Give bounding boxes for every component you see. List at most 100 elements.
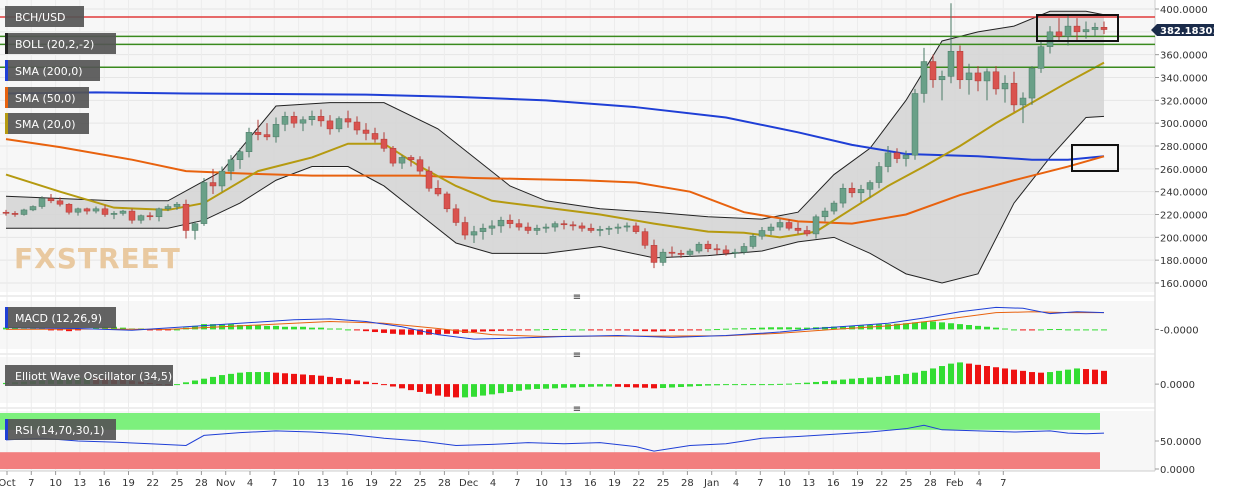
- candle: [1010, 71, 1018, 112]
- macd-histogram-bar: [147, 329, 153, 331]
- macd-histogram-bar: [939, 322, 945, 330]
- x-tick-label: 7: [1000, 478, 1006, 489]
- macd-histogram-bar: [273, 325, 279, 330]
- candle: [983, 68, 991, 101]
- candle: [128, 208, 136, 224]
- bollinger-lower-line: [6, 115, 1105, 284]
- ewo-bar: [759, 384, 765, 386]
- x-tick-label: 28: [924, 478, 937, 489]
- candle: [74, 207, 82, 216]
- current-price-label: 382.18301: [1160, 26, 1220, 37]
- rsi-oversold-zone: [0, 452, 1100, 469]
- x-tick-label: 4: [490, 478, 496, 489]
- candle: [83, 207, 91, 215]
- candle: [875, 161, 883, 189]
- ewo-bar: [291, 373, 297, 385]
- panel-resize-handle[interactable]: ≡: [573, 350, 581, 361]
- ewo-bar: [687, 384, 693, 387]
- macd-histogram-bar: [417, 329, 423, 335]
- candle: [452, 204, 460, 226]
- macd-histogram-bar: [795, 327, 801, 330]
- candle: [623, 222, 631, 232]
- ewo-bar: [651, 384, 657, 389]
- macd-histogram-bar: [1065, 329, 1071, 331]
- candle: [1037, 40, 1045, 73]
- macd-histogram-bar: [930, 321, 936, 330]
- macd-histogram-bar: [399, 329, 405, 335]
- macd-histogram-bar: [1056, 329, 1062, 331]
- legend-ewo[interactable]: Elliott Wave Oscillator (34,5): [5, 365, 173, 386]
- ewo-bar: [957, 362, 963, 385]
- candle: [551, 221, 559, 232]
- ewo-bar: [552, 384, 558, 389]
- macd-histogram-bar: [1020, 329, 1026, 331]
- panel-resize-handle[interactable]: ≡: [573, 404, 581, 415]
- macd-histogram-bar: [984, 326, 990, 330]
- legend-symbol[interactable]: BCH/USD: [5, 6, 84, 27]
- candle: [65, 203, 73, 215]
- x-tick-label: 4: [247, 478, 253, 489]
- candle: [317, 109, 325, 127]
- x-tick-label: 4: [976, 478, 982, 489]
- ewo-bar: [615, 384, 621, 387]
- macd-histogram-bar: [1074, 329, 1080, 331]
- ewo-bar: [921, 370, 927, 385]
- x-tick-label: 25: [414, 478, 427, 489]
- candle: [794, 222, 802, 234]
- candle: [785, 219, 793, 231]
- y-tick-label: -0.0000: [1160, 325, 1199, 336]
- legend-rsi[interactable]: RSI (14,70,30,1): [5, 419, 116, 440]
- ewo-bar: [984, 366, 990, 385]
- ewo-bar: [642, 384, 648, 388]
- candle: [101, 205, 109, 217]
- ewo-bar: [1020, 370, 1026, 385]
- candle: [1100, 21, 1108, 35]
- candle: [614, 223, 622, 234]
- ewo-bar: [1083, 369, 1089, 385]
- ewo-bar: [894, 375, 900, 385]
- ewo-bar: [201, 378, 207, 385]
- ewo-bar: [219, 375, 225, 385]
- legend-sma-20[interactable]: SMA (20,0): [5, 113, 89, 134]
- ewo-bar: [804, 382, 810, 385]
- ewo-bar: [678, 384, 684, 388]
- candle: [2, 209, 10, 216]
- fxstreet-watermark: FXSTREET: [14, 242, 181, 275]
- ewo-bar: [624, 384, 630, 388]
- macd-histogram-bar: [1011, 329, 1017, 331]
- macd-histogram-bar: [777, 327, 783, 330]
- ewo-bar: [444, 384, 450, 397]
- candle: [929, 54, 937, 88]
- ewo-bar: [1056, 370, 1062, 385]
- ewo-bar: [633, 384, 639, 388]
- candle: [470, 225, 478, 244]
- macd-histogram-bar: [174, 329, 180, 331]
- macd-histogram-bar: [804, 327, 810, 330]
- ewo-bar: [1011, 369, 1017, 385]
- legend-bollinger[interactable]: BOLL (20,2,-2): [5, 33, 116, 54]
- x-tick-label: 13: [803, 478, 816, 489]
- ewo-bar: [723, 384, 729, 386]
- macd-histogram-bar: [75, 329, 81, 331]
- legend-sma-200[interactable]: SMA (200,0): [5, 60, 100, 81]
- ewo-bar: [525, 384, 531, 390]
- legend-sma-50[interactable]: SMA (50,0): [5, 87, 89, 108]
- legend-macd[interactable]: MACD (12,26,9): [5, 307, 116, 328]
- candle: [281, 111, 289, 132]
- x-tick-label: 10: [535, 478, 548, 489]
- macd-histogram-bar: [903, 323, 909, 330]
- macd-histogram-bar: [480, 329, 486, 332]
- legend-macd-label: MACD (12,26,9): [15, 312, 102, 325]
- x-tick-label: 4: [733, 478, 739, 489]
- macd-histogram-bar: [552, 329, 558, 331]
- candle: [893, 148, 901, 164]
- ewo-bar: [768, 384, 774, 386]
- ewo-bar: [561, 384, 567, 388]
- ewo-bar: [363, 381, 369, 385]
- panel-resize-handle[interactable]: ≡: [573, 292, 581, 303]
- ewo-bar: [237, 372, 243, 385]
- candle: [758, 227, 766, 240]
- macd-histogram-bar: [588, 329, 594, 331]
- macd-histogram-bar: [57, 329, 63, 331]
- candle: [218, 166, 226, 192]
